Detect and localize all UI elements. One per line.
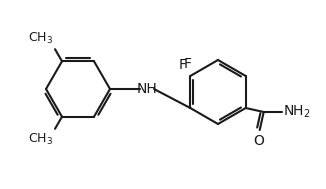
Text: CH$_3$: CH$_3$ xyxy=(28,132,53,147)
Text: NH: NH xyxy=(137,82,157,96)
Text: CH$_3$: CH$_3$ xyxy=(28,31,53,46)
Text: O: O xyxy=(253,134,264,148)
Text: NH$_2$: NH$_2$ xyxy=(283,104,310,120)
Text: F: F xyxy=(178,58,186,72)
Text: F: F xyxy=(183,57,191,71)
